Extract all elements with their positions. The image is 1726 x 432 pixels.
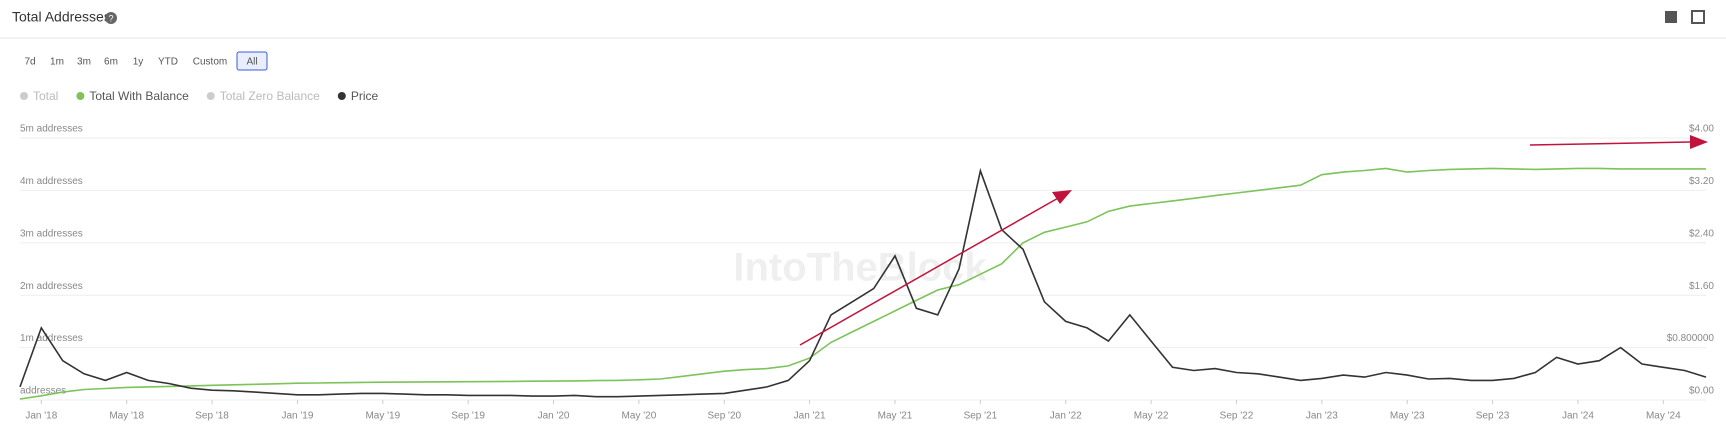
range-label: All xyxy=(246,57,257,68)
x-tick-label: May '23 xyxy=(1390,411,1425,422)
range-button[interactable] xyxy=(236,51,268,71)
range-label: 3m xyxy=(77,57,91,68)
plot: addresses 1m addresses 2m addresses 3m addr… xyxy=(19,124,1715,422)
x-tick-label: Jan '21 xyxy=(794,411,826,422)
y-tick-label: addresses xyxy=(20,386,66,397)
x-tick-label: May '22 xyxy=(1134,411,1169,422)
range-button[interactable] xyxy=(125,51,151,71)
x-tick-label: Jan '19 xyxy=(281,411,313,422)
y-tick-label: 1m addresses xyxy=(20,333,83,344)
y2-tick-label: $3.20 xyxy=(1689,176,1714,187)
x-tick-label: Jan '23 xyxy=(1306,411,1338,422)
legend-marker[interactable] xyxy=(337,92,346,100)
y-tick-label: 2m addresses xyxy=(20,281,83,292)
x-tick-label: Sep '23 xyxy=(1476,411,1510,422)
x-tick-label: Sep '22 xyxy=(1220,411,1254,422)
series-line xyxy=(19,167,1706,400)
range-button[interactable] xyxy=(98,51,124,71)
legend-label[interactable]: Total xyxy=(33,89,58,103)
range-button[interactable] xyxy=(71,51,97,71)
range-button[interactable] xyxy=(152,51,184,71)
y2-tick-label: $2.40 xyxy=(1689,228,1714,239)
x-tick-label: Jan '22 xyxy=(1050,411,1082,422)
range-label: 1m xyxy=(50,57,64,68)
range-label: 1y xyxy=(133,57,144,68)
legend-marker[interactable] xyxy=(76,92,85,100)
range-label: 7d xyxy=(24,57,35,68)
x-tick-label: Jan '24 xyxy=(1562,411,1594,422)
y2-tick-label: $1.60 xyxy=(1689,281,1714,292)
help-icon[interactable] xyxy=(105,12,117,24)
range-button[interactable] xyxy=(185,51,235,71)
arrow xyxy=(1529,141,1691,146)
y-tick-label: 5m addresses xyxy=(20,124,83,135)
x-tick-label: Sep '18 xyxy=(195,411,229,422)
range-button[interactable] xyxy=(44,51,70,71)
range-label: 6m xyxy=(104,57,118,68)
y2-tick-label: $4.00 xyxy=(1689,124,1714,135)
arrow-head xyxy=(1052,190,1072,204)
y2-tick-label: $0.00 xyxy=(1689,386,1714,397)
range-buttons: 7d 1m 3m 6m 1y YTD Custom All xyxy=(17,51,268,71)
x-tick-label: Sep '20 xyxy=(707,411,741,422)
range-label: YTD xyxy=(158,57,178,68)
y-tick-label: 3m addresses xyxy=(20,228,83,239)
y2-tick-label: $0.800000 xyxy=(1667,333,1715,344)
x-tick-label: May '18 xyxy=(109,411,144,422)
annotation-arrows xyxy=(799,135,1708,346)
legend-label[interactable]: Total With Balance xyxy=(89,89,189,103)
legend-label[interactable]: Total Zero Balance xyxy=(220,89,320,103)
legend: Total Total With Balance Total Zero Balanc… xyxy=(20,89,378,103)
help-mark: ? xyxy=(108,13,113,23)
x-tick-label: Sep '21 xyxy=(964,411,998,422)
x-tick-label: Jan '20 xyxy=(538,411,570,422)
x-tick-label: May '20 xyxy=(622,411,657,422)
legend-marker[interactable] xyxy=(206,92,215,100)
x-tick-label: May '21 xyxy=(878,411,913,422)
arrow xyxy=(799,196,1061,346)
legend-label[interactable]: Price xyxy=(351,89,379,103)
x-tick-label: May '19 xyxy=(365,411,400,422)
watermark: IntoTheBlock xyxy=(733,246,987,290)
expand-icon[interactable] xyxy=(1691,10,1705,24)
y-tick-label: 4m addresses xyxy=(20,176,83,187)
series-line xyxy=(19,167,1707,398)
x-tick-label: May '24 xyxy=(1646,411,1681,422)
range-button[interactable] xyxy=(17,51,43,71)
legend-marker[interactable] xyxy=(20,92,28,100)
x-tick-label: Sep '19 xyxy=(451,411,485,422)
range-label: Custom xyxy=(193,57,227,68)
download-icon[interactable] xyxy=(1665,11,1677,23)
title: Total Addresses xyxy=(12,9,111,25)
arrow-head xyxy=(1690,135,1708,149)
x-tick-label: Jan '18 xyxy=(25,411,57,422)
